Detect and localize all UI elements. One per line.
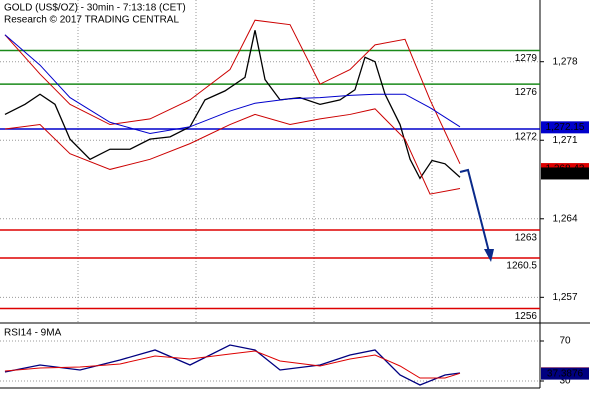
series-line xyxy=(4,30,461,180)
forecast-arrow xyxy=(459,168,494,262)
rsi-title: RSI14 - 9MA xyxy=(4,328,62,339)
y-tick-label: 1,257 xyxy=(552,292,577,303)
chart-title: GOLD (US$/OZ) - 30min - 7:13:18 (CET) xyxy=(4,3,186,14)
level-label: 1279 xyxy=(515,53,538,64)
y-tick-label: 1,278 xyxy=(552,56,577,67)
series-line xyxy=(4,350,461,379)
level-label: 1272 xyxy=(515,132,538,143)
arrow-shaft xyxy=(459,168,490,253)
level-label: 1260.5 xyxy=(506,261,537,272)
level-label: 1256 xyxy=(515,311,538,322)
arrow-head xyxy=(484,249,494,262)
level-label: 1263 xyxy=(515,233,538,244)
price-tag xyxy=(541,167,589,180)
y-tick-label: 70 xyxy=(559,336,571,347)
y-tick-label: 1,271 xyxy=(552,135,577,146)
series-line xyxy=(4,34,461,135)
price-tag-label: 37.3876 xyxy=(547,368,584,379)
price-tag-label: 1,268.04 xyxy=(546,168,585,179)
price-tag xyxy=(541,367,589,380)
price-tag-label: 1,272.15 xyxy=(546,122,585,133)
chart-subtitle: Research © 2017 TRADING CENTRAL xyxy=(4,15,179,26)
series-line xyxy=(4,108,461,195)
y-tick-label: 1,264 xyxy=(552,213,577,224)
price-tag xyxy=(541,121,589,134)
series-line xyxy=(4,19,461,165)
y-tick-label: 30 xyxy=(559,376,571,387)
level-label: 1276 xyxy=(515,87,538,98)
